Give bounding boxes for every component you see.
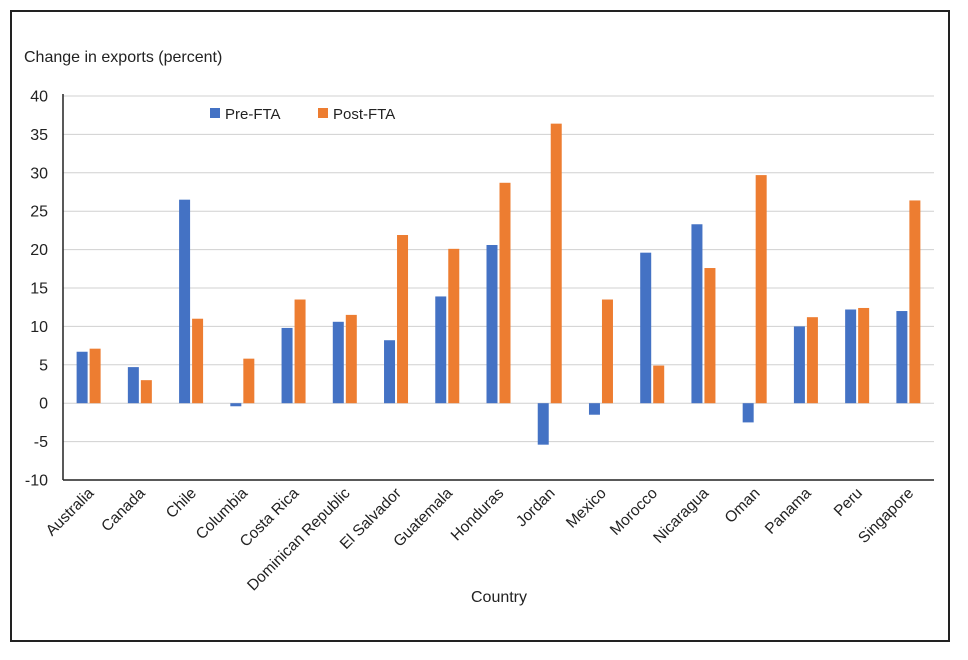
bar-post-fta-australia	[89, 348, 101, 404]
y-tick-label: 40	[30, 89, 48, 106]
bar-pre-fta-columbia	[230, 403, 242, 407]
y-tick-label: 15	[30, 281, 48, 298]
bar-post-fta-el-salvador	[397, 235, 409, 404]
bar-pre-fta-honduras	[486, 244, 498, 404]
bar-post-fta-mexico	[601, 299, 613, 404]
bar-pre-fta-costa-rica	[281, 327, 293, 404]
legend: Pre-FTA Post-FTA	[210, 106, 395, 123]
y-tick-label: 30	[30, 165, 48, 182]
bar-pre-fta-morocco	[640, 252, 652, 404]
x-tick-label: Mexico	[563, 485, 610, 532]
bar-post-fta-columbia	[243, 358, 255, 404]
bar-pre-fta-jordan	[537, 403, 549, 445]
bar-pre-fta-el-salvador	[384, 340, 396, 404]
bar-post-fta-costa-rica	[294, 299, 306, 404]
y-tick-label: 20	[30, 242, 48, 259]
x-tick-label: Peru	[831, 485, 866, 520]
y-tick-label: 5	[39, 357, 48, 374]
bar-pre-fta-singapore	[896, 311, 908, 404]
x-tick-label: Oman	[722, 485, 764, 527]
bar-post-fta-canada	[140, 380, 152, 404]
bar-post-fta-jordan	[550, 123, 562, 404]
legend-label-post-fta: Post-FTA	[333, 106, 395, 123]
bar-post-fta-peru	[858, 307, 870, 404]
bar-pre-fta-oman	[742, 403, 754, 423]
bar-pre-fta-australia	[76, 351, 88, 404]
x-tick-label: Singapore	[855, 485, 917, 547]
bar-chart: Change in exports (percent) -10 -5 0 5 10 15 2…	[24, 49, 934, 606]
x-tick-label: Australia	[43, 485, 98, 540]
y-tick-label: 25	[30, 204, 48, 221]
bar-pre-fta-canada	[127, 367, 139, 404]
x-axis-title: Country	[471, 589, 527, 606]
chart-frame: Change in exports (percent) -10 -5 0 5 10 15 2…	[10, 10, 950, 642]
x-tick-label: Panama	[762, 485, 815, 538]
y-tick-label: 10	[30, 319, 48, 336]
bar-post-fta-oman	[755, 175, 767, 404]
y-tick-labels: -10 -5 0 5 10 15 20 25 30 35 40	[25, 89, 48, 490]
bar-pre-fta-dominican-republic	[332, 321, 344, 404]
y-tick-label: 35	[30, 127, 48, 144]
bar-post-fta-guatemala	[448, 248, 460, 404]
legend-swatch-post-fta	[318, 108, 328, 118]
legend-swatch-pre-fta	[210, 108, 220, 118]
bar-post-fta-honduras	[499, 182, 511, 404]
x-tick-label: Honduras	[448, 485, 508, 545]
y-tick-label: -5	[34, 434, 48, 451]
y-tick-label: -10	[25, 473, 48, 490]
bar-pre-fta-chile	[179, 199, 191, 404]
x-tick-label: Canada	[98, 485, 149, 536]
bar-post-fta-singapore	[909, 200, 921, 404]
bar-pre-fta-guatemala	[435, 296, 447, 404]
bar-pre-fta-peru	[845, 309, 857, 404]
bar-post-fta-panama	[806, 317, 818, 404]
bar-post-fta-chile	[192, 318, 204, 404]
bar-post-fta-nicaragua	[704, 268, 716, 404]
x-tick-label: Nicaragua	[650, 485, 712, 547]
bar-post-fta-dominican-republic	[345, 314, 357, 404]
bar-pre-fta-nicaragua	[691, 224, 703, 404]
bar-pre-fta-mexico	[588, 403, 600, 415]
bar-pre-fta-panama	[793, 326, 805, 404]
legend-label-pre-fta: Pre-FTA	[225, 106, 281, 123]
y-axis-title: Change in exports (percent)	[24, 49, 222, 66]
x-tick-label: Chile	[163, 485, 200, 522]
gridlines	[63, 95, 934, 443]
bars	[76, 123, 921, 445]
bar-post-fta-morocco	[653, 365, 665, 404]
y-tick-label: 0	[39, 396, 48, 413]
x-tick-label: Jordan	[513, 485, 559, 531]
